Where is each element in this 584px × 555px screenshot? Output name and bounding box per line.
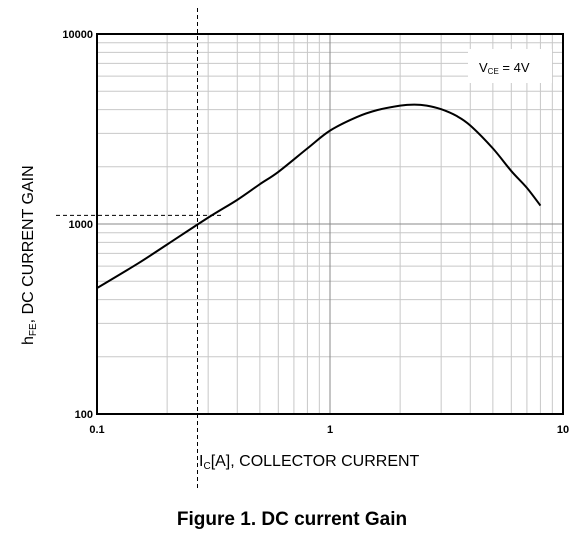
y-axis-label: hFE, DC CURRENT GAIN [20,165,39,345]
legend-label: VCE = 4V [479,60,530,76]
y-axis-label-rest: , DC CURRENT GAIN [20,165,37,323]
major-grid [97,34,563,414]
y-tick-labels: 100 1000 10000 [62,29,93,421]
x-axis-label-rest: [A], COLLECTOR CURRENT [211,453,420,470]
reference-lines [56,8,222,490]
y-tick-label: 1000 [69,219,93,231]
x-tick-labels: 0.1 1 10 [89,424,569,436]
legend: VCE = 4V [468,49,552,83]
y-tick-label: 10000 [62,29,93,41]
y-axis-label-sub: FE [28,323,39,336]
plot-frame [96,33,564,415]
legend-rest: = 4V [499,60,530,75]
x-tick-label: 10 [557,424,569,436]
legend-main: V [479,60,488,75]
x-axis-label-sub: C [203,461,210,472]
legend-sub: CE [488,67,499,76]
x-axis-label: IC[A], COLLECTOR CURRENT [199,453,420,472]
x-tick-label: 0.1 [89,424,104,436]
y-axis-label-main: h [20,336,37,345]
dc-current-gain-chart: 0.1 1 10 100 1000 10000 VCE = 4V IC[A], COLL… [20,8,569,490]
x-tick-label: 1 [327,424,333,436]
y-tick-label: 100 [75,409,93,421]
x-axis-label-main: I [199,453,203,470]
gain-curve-series [96,103,542,289]
legend-box [468,49,552,83]
figure-caption: Figure 1. DC current Gain [176,509,408,530]
